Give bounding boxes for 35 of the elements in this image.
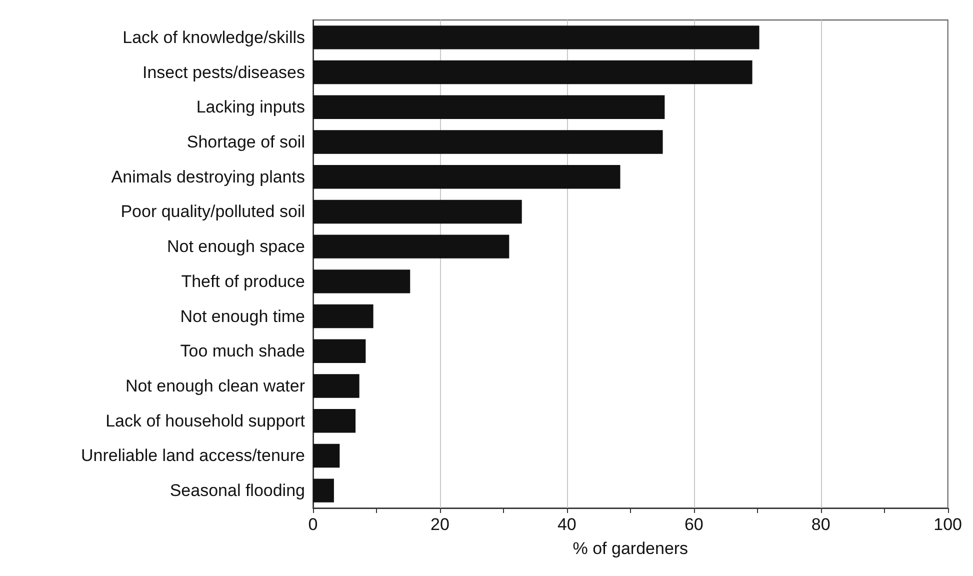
bar (313, 165, 620, 189)
bar (313, 478, 334, 502)
y-tick-label: Poor quality/polluted soil (120, 202, 305, 222)
bar (313, 409, 356, 433)
bar (313, 60, 752, 84)
bar (313, 130, 663, 154)
y-tick-label: Not enough space (167, 237, 305, 256)
bar (313, 95, 665, 119)
y-tick-label: Not enough time (180, 306, 305, 326)
bar (313, 339, 366, 363)
y-tick-label: Lacking inputs (196, 98, 305, 117)
y-tick-label: Not enough clean water (125, 376, 306, 396)
bar (313, 444, 340, 468)
y-tick-label: Insect pests/diseases (142, 62, 305, 82)
x-tick-label: 100 (934, 515, 962, 534)
bar (313, 270, 410, 294)
y-tick-label: Seasonal flooding (170, 481, 305, 500)
y-tick-label: Theft of produce (181, 272, 305, 291)
bar (313, 234, 510, 258)
y-tick-label: Animals destroying plants (111, 167, 305, 186)
x-tick-label: 0 (308, 515, 318, 534)
bar (313, 200, 522, 224)
y-tick-label: Shortage of soil (186, 132, 305, 152)
y-tick-label: Lack of household support (106, 411, 306, 430)
x-axis-title: % of gardeners (572, 539, 688, 558)
bar (313, 26, 760, 50)
x-tick-label: 60 (684, 515, 704, 534)
y-tick-label: Too much shade (180, 342, 305, 361)
x-tick-label: 20 (430, 515, 450, 534)
y-tick-label: Lack of knowledge/skills (122, 28, 305, 47)
x-tick-label: 80 (811, 515, 830, 534)
bar (313, 304, 374, 328)
x-tick-label: 40 (557, 515, 576, 534)
y-tick-label: Unreliable land access/tenure (81, 446, 305, 466)
bar (313, 374, 360, 398)
